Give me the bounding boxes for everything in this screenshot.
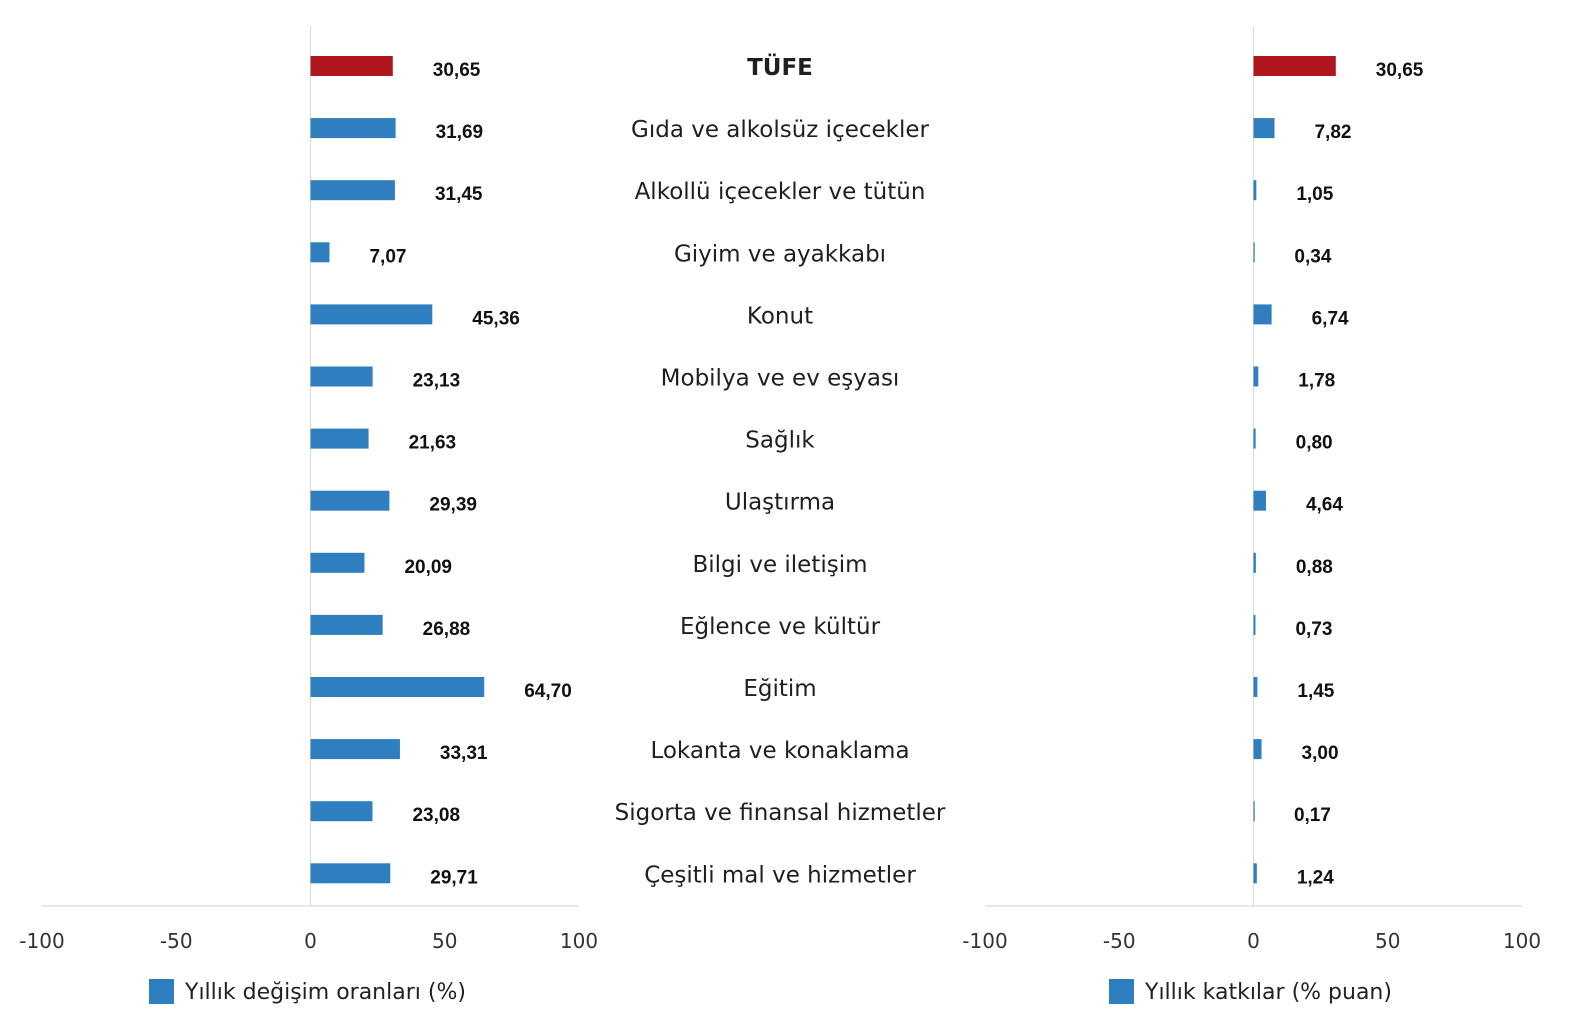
tick-label-1-3: 0 <box>304 929 317 953</box>
legend-swatch-2 <box>1109 979 1134 1004</box>
tick-label-2-1: -100 <box>962 929 1007 953</box>
value-label-1-10: 26,88 <box>423 619 471 640</box>
category-label-12: Lokanta ve konaklama <box>650 738 909 764</box>
bar-2-7 <box>1253 428 1256 449</box>
bar-2-11 <box>1253 677 1258 697</box>
value-label-2-3: 1,05 <box>1296 184 1333 205</box>
value-label-1-2: 31,69 <box>436 122 484 143</box>
bar-1-7 <box>310 428 369 449</box>
tick-label-2-4: 50 <box>1375 929 1400 953</box>
value-label-2-13: 0,17 <box>1294 805 1331 826</box>
category-label-13: Sigorta ve finansal hizmetler <box>615 800 946 826</box>
category-label-11: Eğitim <box>743 676 816 702</box>
value-label-2-11: 1,45 <box>1297 681 1334 702</box>
bar-2-4 <box>1253 242 1255 263</box>
bar-1-8 <box>310 490 390 511</box>
value-label-1-5: 45,36 <box>472 308 520 329</box>
value-label-2-8: 4,64 <box>1306 495 1343 516</box>
value-label-1-12: 33,31 <box>440 743 488 764</box>
bar-2-1 <box>1253 56 1336 76</box>
bar-1-2 <box>310 118 396 139</box>
category-label-1: TÜFE <box>747 53 813 81</box>
value-label-1-7: 21,63 <box>409 433 457 454</box>
bar-2-9 <box>1253 552 1256 573</box>
category-label-8: Ulaştırma <box>725 490 835 516</box>
bar-1-13 <box>310 801 373 822</box>
category-label-10: Eğlence ve kültür <box>680 614 881 640</box>
category-label-14: Çeşitli mal ve hizmetler <box>644 862 916 888</box>
category-label-2: Gıda ve alkolsüz içecekler <box>631 117 930 143</box>
category-label-9: Bilgi ve iletişim <box>692 552 867 578</box>
value-label-1-8: 29,39 <box>429 495 477 516</box>
value-label-2-1: 30,65 <box>1376 60 1424 81</box>
category-label-5: Konut <box>747 303 813 329</box>
bar-2-3 <box>1253 180 1257 201</box>
value-label-1-3: 31,45 <box>435 184 483 205</box>
value-label-2-9: 0,88 <box>1296 557 1333 578</box>
bar-2-2 <box>1253 118 1275 139</box>
bar-2-13 <box>1253 801 1255 822</box>
tick-label-2-5: 100 <box>1503 929 1541 953</box>
tick-label-1-2: -50 <box>160 929 193 953</box>
bar-2-10 <box>1253 614 1256 635</box>
tick-label-1-4: 50 <box>432 929 457 953</box>
value-label-2-2: 7,82 <box>1314 122 1351 143</box>
category-label-4: Giyim ve ayakkabı <box>674 241 886 267</box>
bar-1-6 <box>310 366 373 387</box>
legend-label-1: Yıllık değişim oranları (%) <box>184 980 466 1005</box>
tick-label-2-3: 0 <box>1247 929 1260 953</box>
tick-label-1-1: -100 <box>19 929 64 953</box>
category-label-6: Mobilya ve ev eşyası <box>661 366 900 392</box>
value-label-1-13: 23,08 <box>412 805 460 826</box>
value-label-1-14: 29,71 <box>430 867 478 888</box>
bar-1-5 <box>310 304 433 325</box>
bar-2-12 <box>1253 739 1262 760</box>
category-label-7: Sağlık <box>745 428 815 454</box>
legend-label-2: Yıllık katkılar (% puan) <box>1144 980 1392 1005</box>
bar-1-14 <box>310 863 391 884</box>
bar-2-8 <box>1253 490 1266 511</box>
category-label-3: Alkollü içecekler ve tütün <box>635 179 926 205</box>
bar-1-10 <box>310 614 383 635</box>
value-label-2-14: 1,24 <box>1297 867 1334 888</box>
value-label-1-9: 20,09 <box>404 557 452 578</box>
value-label-2-7: 0,80 <box>1296 433 1333 454</box>
value-label-1-11: 64,70 <box>524 681 572 702</box>
value-label-2-6: 1,78 <box>1298 371 1335 392</box>
value-label-1-1: 30,65 <box>433 60 481 81</box>
bar-2-6 <box>1253 366 1259 387</box>
tick-label-2-2: -50 <box>1103 929 1136 953</box>
bar-2-5 <box>1253 304 1272 325</box>
bar-1-12 <box>310 739 400 760</box>
value-label-2-12: 3,00 <box>1302 743 1339 764</box>
tick-label-1-5: 100 <box>560 929 598 953</box>
bar-2-14 <box>1253 863 1257 884</box>
value-label-2-5: 6,74 <box>1312 308 1349 329</box>
value-label-2-4: 0,34 <box>1294 246 1331 267</box>
legend-swatch-1 <box>149 979 174 1004</box>
value-label-1-4: 7,07 <box>369 246 406 267</box>
bar-1-3 <box>310 180 395 201</box>
bar-1-11 <box>310 677 485 697</box>
value-label-1-6: 23,13 <box>413 371 461 392</box>
bar-1-4 <box>310 242 330 263</box>
value-label-2-10: 0,73 <box>1295 619 1332 640</box>
bar-1-9 <box>310 552 365 573</box>
bar-1-1 <box>310 56 393 76</box>
